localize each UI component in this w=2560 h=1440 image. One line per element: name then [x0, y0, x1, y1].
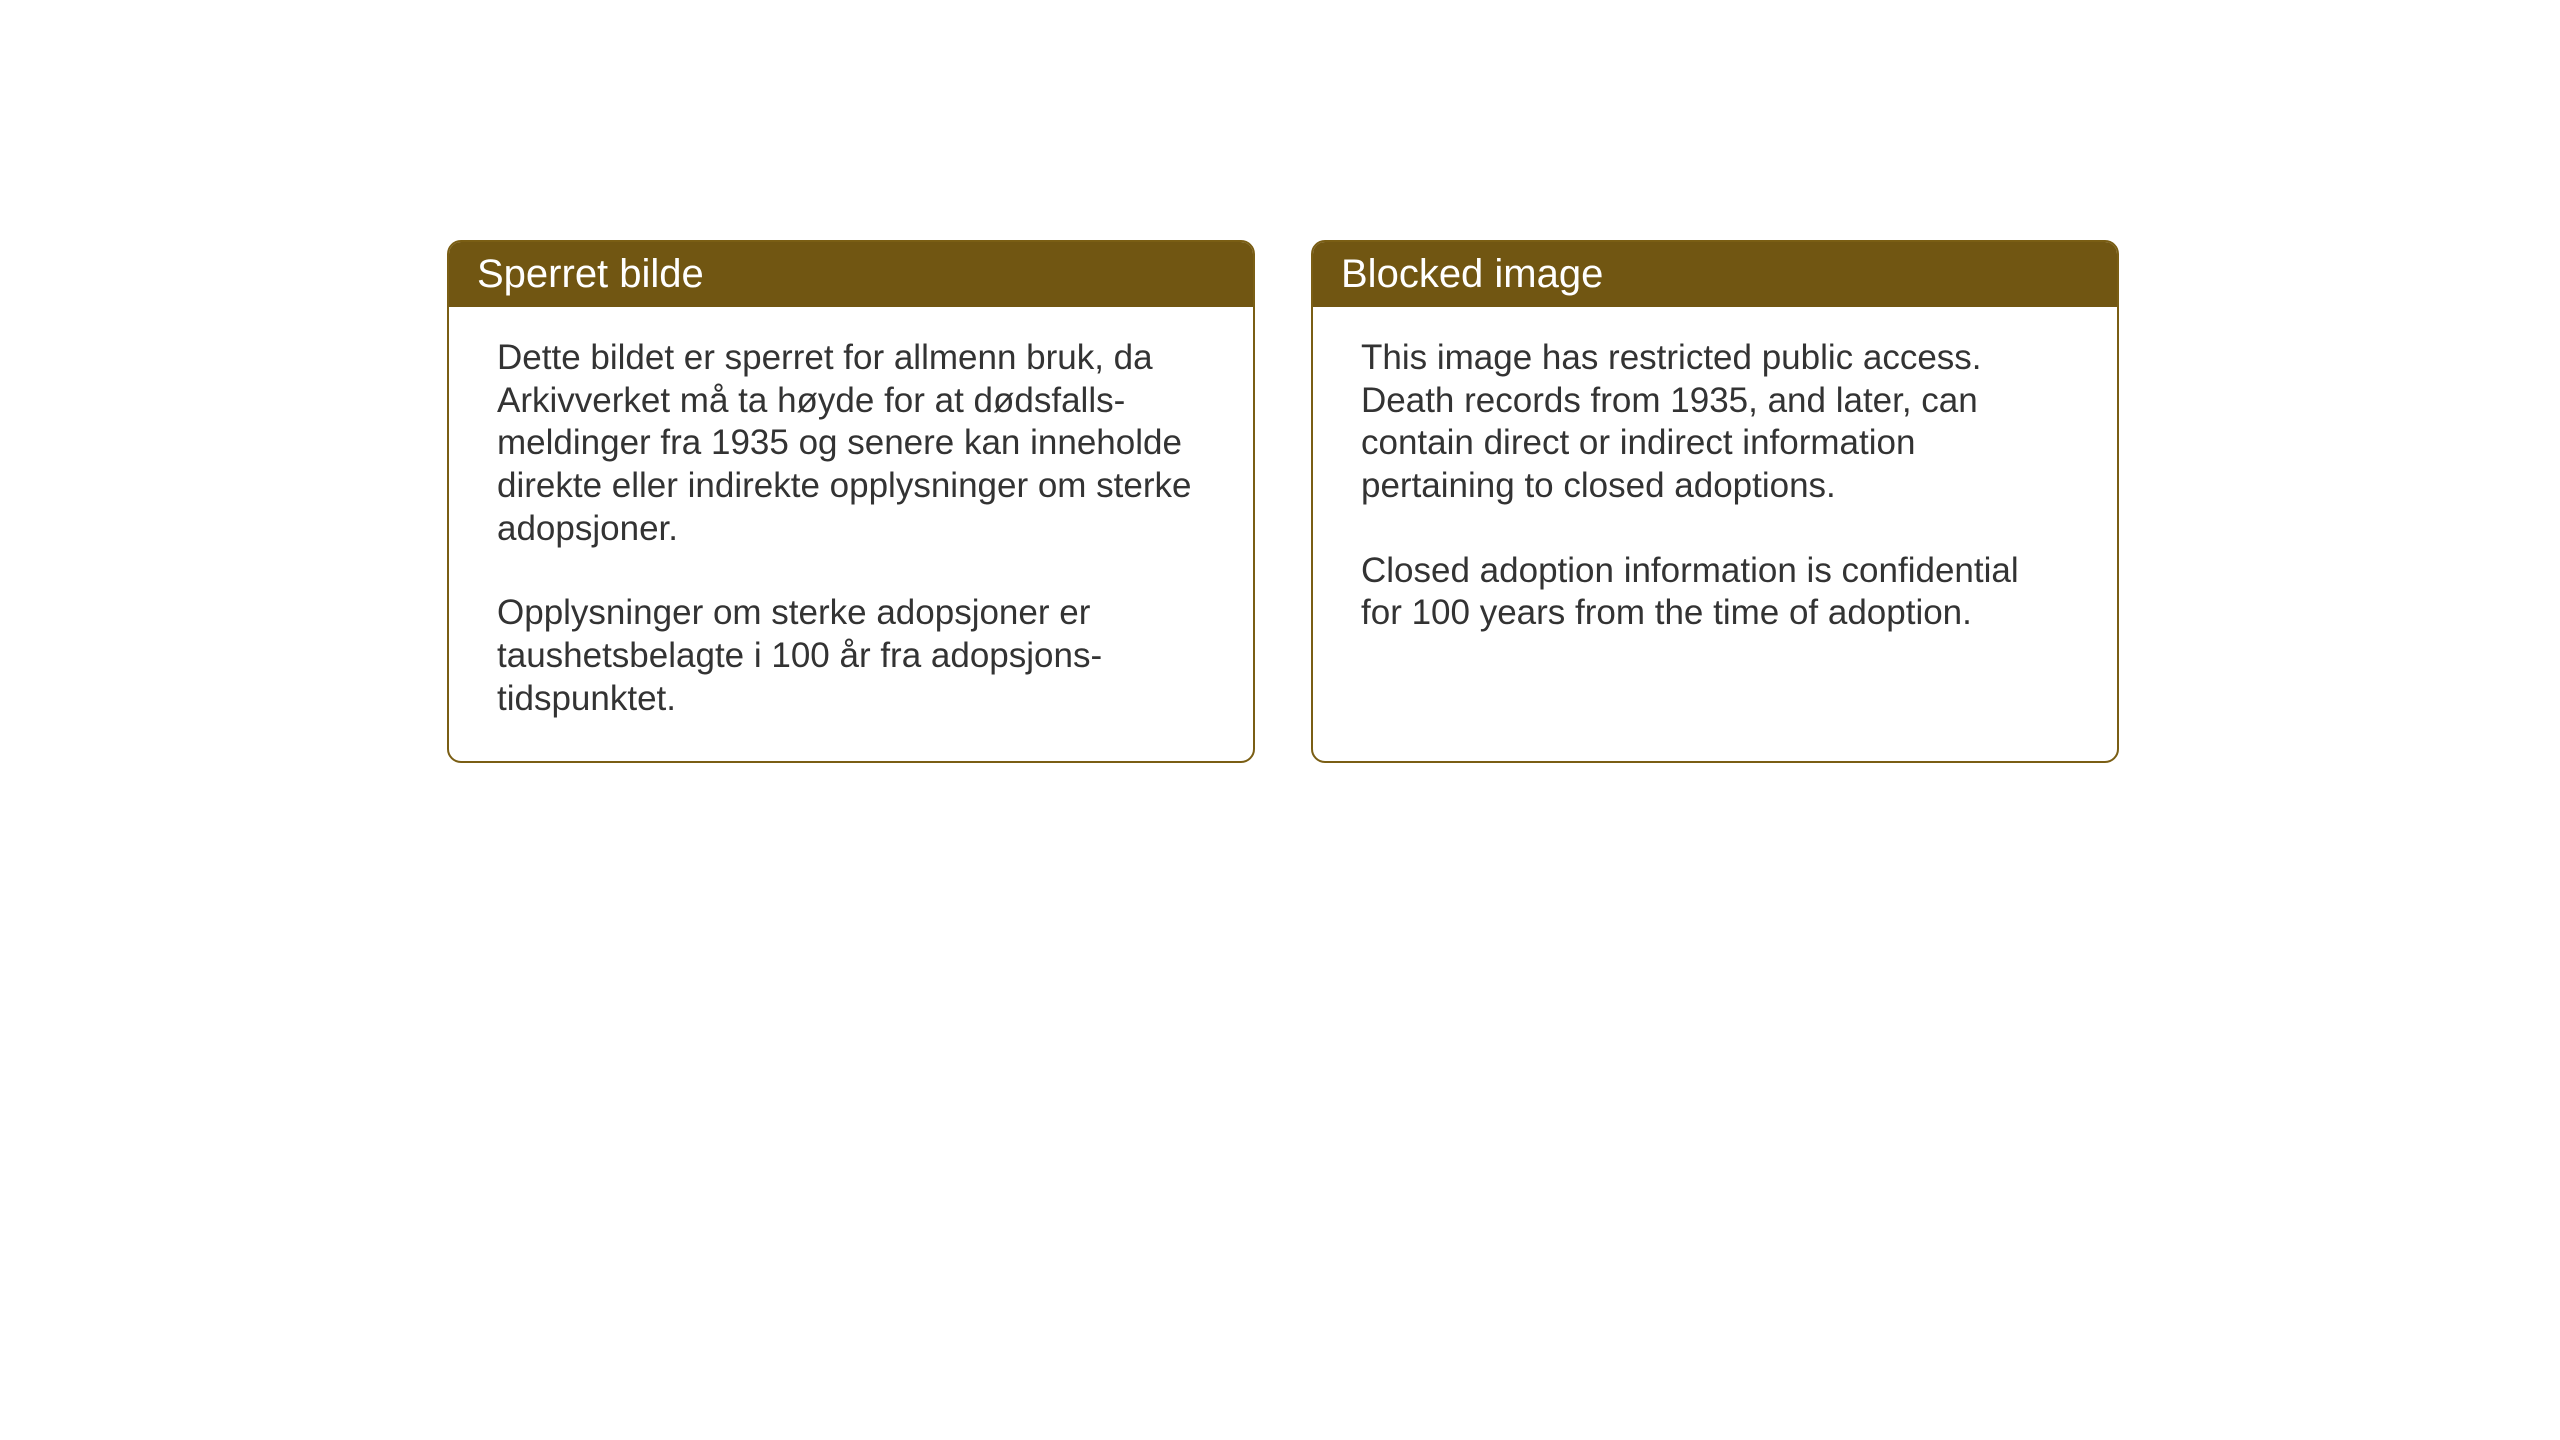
norwegian-paragraph-1: Dette bildet er sperret for allmenn bruk…: [497, 337, 1205, 550]
english-paragraph-1: This image has restricted public access.…: [1361, 337, 2069, 508]
english-card-body: This image has restricted public access.…: [1313, 307, 2117, 717]
english-paragraph-2: Closed adoption information is confident…: [1361, 550, 2069, 635]
norwegian-notice-card: Sperret bilde Dette bildet er sperret fo…: [447, 240, 1255, 763]
english-card-title: Blocked image: [1313, 242, 2117, 307]
english-notice-card: Blocked image This image has restricted …: [1311, 240, 2119, 763]
norwegian-card-body: Dette bildet er sperret for allmenn bruk…: [449, 307, 1253, 761]
norwegian-paragraph-2: Opplysninger om sterke adopsjoner er tau…: [497, 592, 1205, 720]
notice-cards-container: Sperret bilde Dette bildet er sperret fo…: [447, 240, 2119, 763]
norwegian-card-title: Sperret bilde: [449, 242, 1253, 307]
